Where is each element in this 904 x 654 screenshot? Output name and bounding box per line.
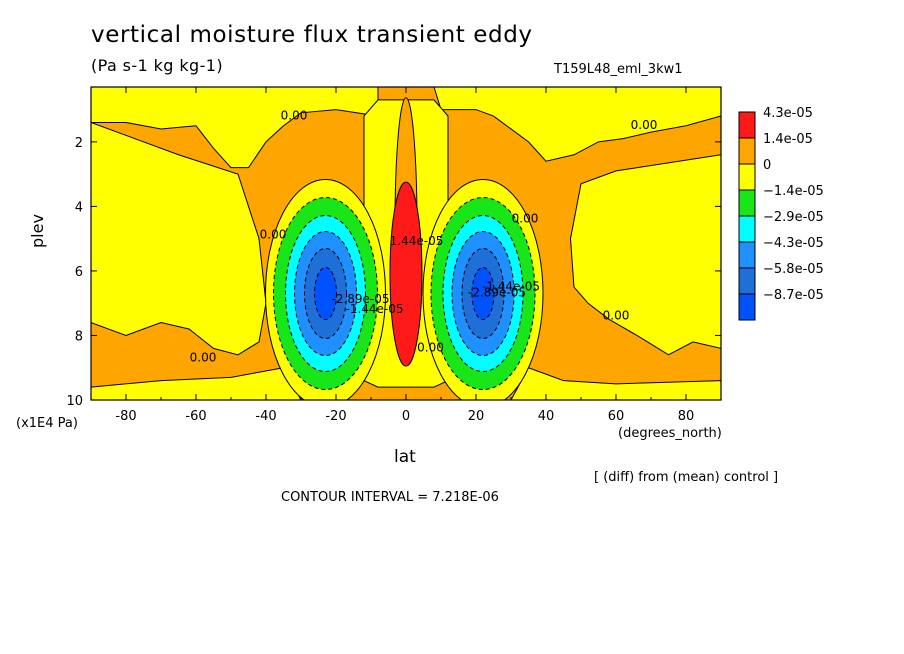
contour-label: 0.00 bbox=[512, 212, 539, 226]
x-tick-label: -40 bbox=[255, 409, 276, 424]
legend-swatch bbox=[738, 215, 756, 243]
legend-swatch bbox=[738, 137, 756, 165]
contour-label: -1.44e-05 bbox=[345, 302, 403, 316]
field-core-positive bbox=[389, 181, 423, 367]
contour-label: 1.44e-05 bbox=[390, 234, 444, 248]
contour-interval: CONTOUR INTERVAL = 7.218E-06 bbox=[281, 490, 499, 505]
plot-area: 0.00 0.00 0.00 0.00 0.00 0.00 0.00 1.44e-05 -2.8… bbox=[91, 87, 721, 400]
contour-label: 0.00 bbox=[260, 228, 287, 242]
legend-swatch bbox=[738, 267, 756, 295]
field-lobe-east-level-5 bbox=[471, 267, 495, 321]
legend-swatch bbox=[738, 293, 756, 321]
legend-label: 4.3e-05 bbox=[763, 106, 813, 121]
contour-label: -1.44e-05 bbox=[482, 279, 540, 293]
chart-title: vertical moisture flux transient eddy bbox=[91, 22, 533, 48]
contour-label: 0.00 bbox=[281, 108, 308, 122]
legend-label: −5.8e-05 bbox=[763, 262, 824, 277]
field-region-nh-top bbox=[91, 87, 379, 169]
legend-label: 0 bbox=[763, 158, 771, 173]
contour-label: 0.00 bbox=[190, 350, 217, 364]
y-tick-label: 2 bbox=[75, 136, 83, 151]
y-axis: 2 4 6 8 10 bbox=[66, 136, 721, 409]
legend-swatch bbox=[738, 189, 756, 217]
legend-swatch bbox=[738, 163, 756, 191]
field-region-east bbox=[569, 154, 721, 356]
legend-label: 1.4e-05 bbox=[763, 132, 813, 147]
run-label: T159L48_eml_3kw1 bbox=[554, 62, 683, 77]
x-tick-label: 0 bbox=[402, 409, 410, 424]
x-tick-label: 60 bbox=[608, 409, 625, 424]
field-region-top-east bbox=[433, 87, 721, 162]
x-tick-label: -60 bbox=[185, 409, 206, 424]
field-lobe-west-level-5 bbox=[314, 267, 337, 321]
contour-label: 0.00 bbox=[603, 308, 630, 322]
contour-label: 0.00 bbox=[631, 118, 658, 132]
field-region-bottom-east bbox=[510, 367, 721, 400]
contour-label: -2.89e-05 bbox=[331, 292, 389, 306]
x-tick-label: -20 bbox=[325, 409, 346, 424]
contour-label: -2.89e-05 bbox=[468, 286, 526, 300]
chart-units: (Pa s-1 kg kg-1) bbox=[91, 56, 223, 75]
diff-note: [ (diff) from (mean) control ] bbox=[594, 470, 779, 485]
x-tick-label: 20 bbox=[468, 409, 485, 424]
legend-label: −4.3e-05 bbox=[763, 236, 824, 251]
legend-label: −2.9e-05 bbox=[763, 210, 824, 225]
x-tick-label: 80 bbox=[678, 409, 695, 424]
contour-label: 0.00 bbox=[417, 341, 444, 355]
colorbar-legend: 4.3e-05 1.4e-05 0 −1.4e-05 −2.9e-05 −4.3e-05 −… bbox=[738, 106, 824, 321]
legend-label: −1.4e-05 bbox=[763, 184, 824, 199]
field-region-bottom-west bbox=[91, 367, 302, 400]
x-axis: -80 -60 -40 -20 0 20 40 60 80 bbox=[90, 87, 722, 424]
x-tick-label: 40 bbox=[538, 409, 555, 424]
y-tick-label: 8 bbox=[75, 329, 83, 344]
x-tick-label: -80 bbox=[115, 409, 136, 424]
field-region-sh-west bbox=[91, 121, 267, 356]
legend-swatch bbox=[738, 241, 756, 269]
y-tick-label: 10 bbox=[66, 394, 83, 409]
legend-label: −8.7e-05 bbox=[763, 288, 824, 303]
y-tick-label: 6 bbox=[75, 265, 83, 280]
y-tick-label: 4 bbox=[75, 200, 83, 215]
x-axis-unit: (degrees_north) bbox=[618, 426, 722, 441]
x-axis-label: lat bbox=[394, 447, 416, 467]
legend-swatch bbox=[738, 111, 756, 139]
y-axis-unit: (x1E4 Pa) bbox=[16, 416, 78, 431]
